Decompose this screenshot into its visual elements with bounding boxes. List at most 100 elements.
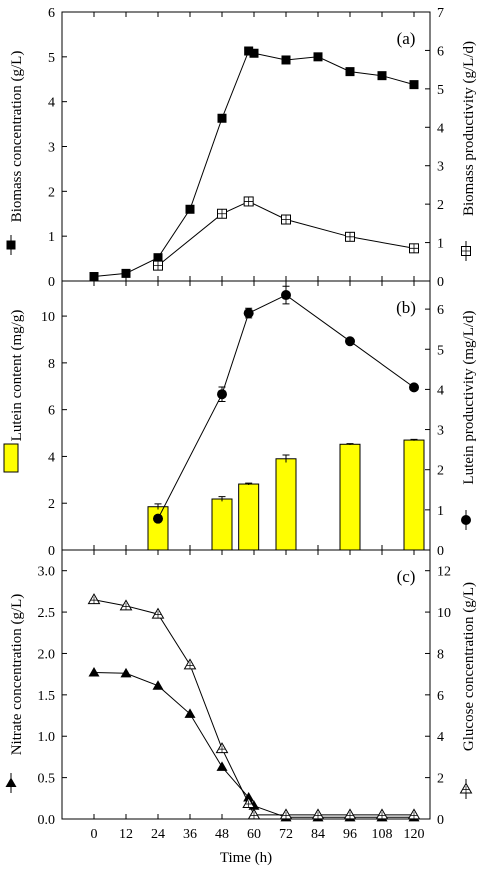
y-tick-label: 1.0	[38, 730, 56, 745]
panel-b: 0 2 4 6 8 10 0 1 2 3 4 5 6 (b) Lutein content (mg/g) Lu…	[3, 280, 477, 559]
x-tick-label: 72	[279, 827, 293, 842]
y2-axis-legend-glyph-marker	[459, 782, 473, 794]
series-line-open-triangle-cross	[93, 599, 414, 816]
panel-tag: (a)	[397, 29, 416, 48]
y-tick-label: 3.0	[38, 565, 56, 580]
bar-24	[147, 506, 169, 551]
data-point-cross	[219, 745, 225, 753]
data-point	[151, 607, 165, 619]
y2-axis-title: Glucose concentration (g/L)	[461, 582, 477, 751]
data-point	[89, 272, 99, 282]
panel-tag: (b)	[396, 298, 416, 317]
data-point-cross	[283, 811, 289, 819]
data-point	[377, 71, 387, 81]
y-axis-legend-glyph	[3, 443, 19, 473]
data-point-cross	[315, 811, 321, 819]
data-point	[345, 231, 355, 242]
data-point	[153, 260, 163, 271]
y-axis-title: Biomass concentration (g/L)	[9, 51, 25, 223]
y2-tick-label: 2	[437, 464, 444, 479]
y2-tick-label: 5	[437, 343, 444, 358]
y-tick-label: 1.5	[38, 689, 56, 704]
panel-c: 0.00.51.01.52.02.53.0024681012(c)Nitrate…	[5, 549, 477, 866]
y-axis-title: Nitrate concentration (g/L)	[9, 594, 25, 756]
y2-axis-legend-glyph	[459, 779, 473, 799]
data-point	[217, 208, 227, 219]
y-tick-label: 8	[48, 357, 55, 372]
y2-tick-label: 3	[437, 424, 444, 439]
data-point	[243, 196, 254, 207]
x-tick-label: 12	[119, 827, 133, 842]
y2-axis-legend-glyph-marker-cross	[461, 246, 471, 256]
series-line-filled-circle	[157, 294, 415, 519]
x-tick-label: 48	[215, 827, 229, 842]
x-tick-label: 120	[404, 827, 425, 842]
data-point	[247, 808, 261, 820]
data-point-cross	[123, 602, 129, 610]
data-point-cross	[217, 209, 227, 219]
y2-tick-label: 6	[437, 303, 444, 318]
data-point-cross	[379, 811, 385, 819]
y2-axis-legend-glyph	[461, 510, 471, 530]
data-point	[345, 67, 355, 77]
y2-tick-label: 8	[437, 647, 444, 662]
data-point-cross	[155, 611, 161, 619]
data-point-cross	[91, 596, 97, 604]
x-tick-label: 96	[343, 827, 357, 842]
bar-error-96	[346, 443, 354, 445]
y2-tick-label: 3	[437, 160, 444, 175]
y-tick-label: 2	[48, 185, 55, 200]
data-point-cross	[347, 811, 353, 819]
bar-error-24	[154, 503, 162, 510]
y-tick-label: 2.0	[38, 647, 56, 662]
x-tick-label: 108	[372, 827, 393, 842]
bar-error-48	[218, 496, 226, 502]
y2-tick-label: 0	[437, 544, 444, 559]
bar-96	[339, 443, 361, 551]
data-point-cross	[345, 232, 355, 242]
data-point-cross	[187, 661, 193, 669]
bar-error-72	[282, 454, 290, 463]
data-point-cross	[244, 196, 254, 206]
y-tick-label: 6	[48, 6, 55, 21]
x-tick-label: 60	[247, 827, 261, 842]
y2-tick-label: 4	[437, 121, 444, 136]
y2-tick-label: 2	[437, 772, 444, 787]
y-tick-label: 3	[48, 141, 55, 156]
data-point	[279, 808, 293, 820]
data-point	[217, 113, 227, 123]
data-point	[243, 308, 254, 319]
y-axis-legend-glyph-marker	[6, 240, 16, 250]
data-point	[281, 290, 291, 301]
x-tick-label: 36	[183, 827, 197, 842]
data-point-cross	[409, 243, 419, 253]
data-point	[313, 52, 323, 62]
panel-a: 0 1 2 3 4 5 6 0 1 2 3 4 5 6 7 (a) Biomass concentration …	[6, 6, 477, 290]
data-point	[407, 808, 421, 820]
bar-error-58	[245, 482, 253, 485]
data-point	[409, 243, 419, 254]
data-point	[120, 667, 132, 678]
data-point-cross	[281, 215, 291, 225]
data-point	[184, 708, 196, 718]
y2-tick-label: 6	[437, 689, 444, 704]
x-tick-label: 0	[91, 827, 98, 842]
y2-tick-label: 12	[437, 565, 451, 580]
y-axis-legend-glyph-marker	[5, 777, 17, 787]
y2-tick-label: 7	[437, 6, 444, 21]
x-tick-label: 84	[311, 827, 325, 842]
y-tick-label: 10	[41, 310, 55, 325]
data-point	[343, 808, 357, 820]
data-point	[244, 46, 254, 56]
bar-58	[238, 483, 260, 551]
data-point	[249, 48, 259, 58]
data-point	[185, 204, 195, 214]
y-tick-label: 2	[48, 497, 55, 512]
y2-tick-label: 5	[437, 83, 444, 98]
bar-72	[275, 458, 297, 551]
data-point	[281, 55, 291, 65]
y2-tick-label: 1	[437, 237, 444, 252]
data-point-cross	[251, 811, 257, 819]
data-point	[87, 593, 101, 605]
